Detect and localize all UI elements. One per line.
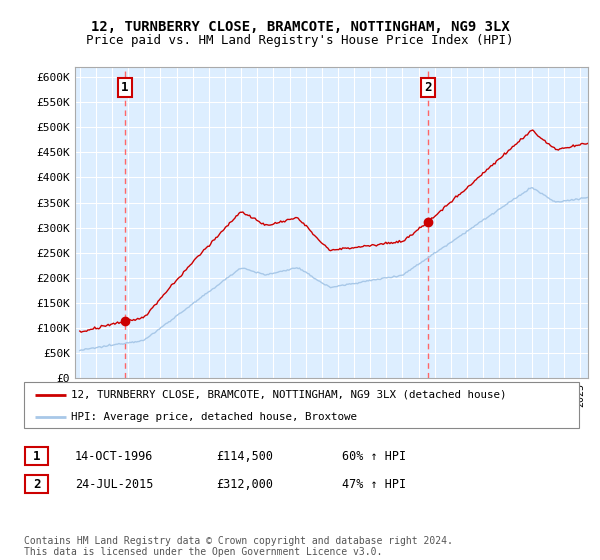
- Text: 47% ↑ HPI: 47% ↑ HPI: [342, 478, 406, 491]
- Text: 1: 1: [121, 81, 128, 94]
- Text: 1: 1: [33, 450, 40, 463]
- FancyBboxPatch shape: [25, 447, 48, 465]
- Text: £312,000: £312,000: [216, 478, 273, 491]
- FancyBboxPatch shape: [24, 382, 579, 428]
- Text: 2: 2: [33, 478, 40, 491]
- Text: HPI: Average price, detached house, Broxtowe: HPI: Average price, detached house, Brox…: [71, 412, 357, 422]
- Text: 2: 2: [424, 81, 431, 94]
- Text: Contains HM Land Registry data © Crown copyright and database right 2024.
This d: Contains HM Land Registry data © Crown c…: [24, 535, 453, 557]
- Text: 24-JUL-2015: 24-JUL-2015: [75, 478, 154, 491]
- Text: 14-OCT-1996: 14-OCT-1996: [75, 450, 154, 463]
- Text: 12, TURNBERRY CLOSE, BRAMCOTE, NOTTINGHAM, NG9 3LX: 12, TURNBERRY CLOSE, BRAMCOTE, NOTTINGHA…: [91, 20, 509, 34]
- Text: £114,500: £114,500: [216, 450, 273, 463]
- FancyBboxPatch shape: [25, 475, 48, 493]
- Text: 60% ↑ HPI: 60% ↑ HPI: [342, 450, 406, 463]
- Text: 12, TURNBERRY CLOSE, BRAMCOTE, NOTTINGHAM, NG9 3LX (detached house): 12, TURNBERRY CLOSE, BRAMCOTE, NOTTINGHA…: [71, 390, 506, 400]
- Text: Price paid vs. HM Land Registry's House Price Index (HPI): Price paid vs. HM Land Registry's House …: [86, 34, 514, 46]
